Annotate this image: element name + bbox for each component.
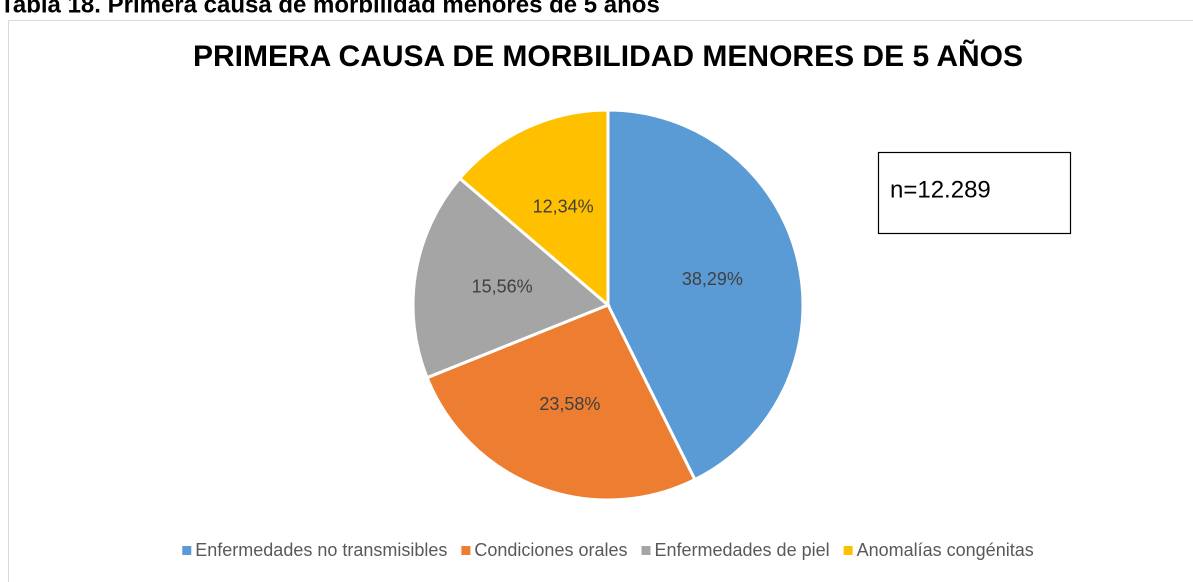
pie-slice [606,108,805,482]
legend-label: Condiciones orales [474,540,627,560]
data-label: 23,58% [539,394,600,414]
legend-swatch [641,546,651,555]
legend-swatch [843,546,853,555]
caption: Tabla 18. Primera causa de morbilidad me… [0,0,660,18]
annotation-box [877,151,1072,235]
pie-slice [425,303,697,502]
data-label: 15,56% [472,276,533,296]
pie: 38,29% 23,58% 15,56% 12,34% [411,108,805,502]
legend-label: Anomalías congénitas [857,540,1034,560]
legend-label: Enfermedades no transmisibles [195,540,447,560]
data-label: 38,29% [682,269,743,289]
legend-swatch [461,546,471,555]
legend-swatch [182,546,192,555]
pie-slice [457,108,610,309]
chart-title: PRIMERA CAUSA DE MORBILIDAD MENORES DE 5… [193,39,1023,73]
legend-label: Enfermedades de piel [654,540,829,560]
data-label: 12,34% [533,196,594,216]
annotation: n=12.289 [890,176,991,203]
legend: Enfermedades no transmisibles Condiciones… [182,540,1034,560]
pie-slice [411,176,611,380]
